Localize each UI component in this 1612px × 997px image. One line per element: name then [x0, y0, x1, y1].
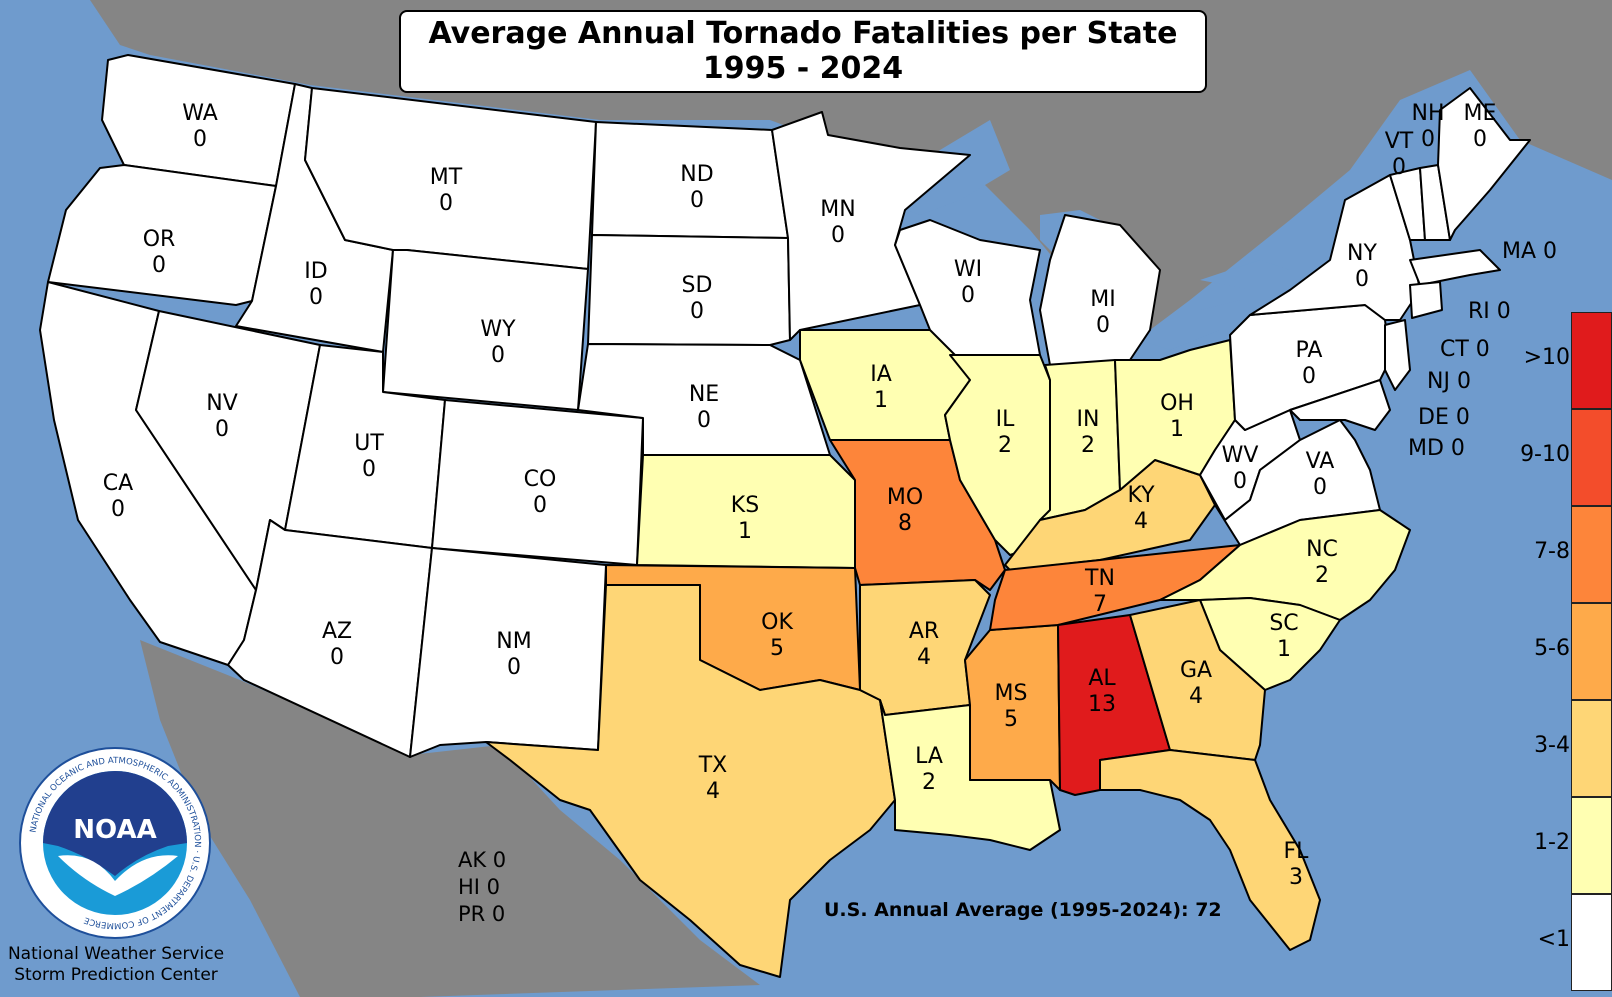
legend-label: 3-4: [1534, 733, 1570, 758]
state-mn: [771, 111, 971, 341]
state-ma: [1409, 249, 1501, 286]
agency-line-2: Storm Prediction Center: [14, 965, 218, 985]
label-sd: SD 0: [682, 273, 713, 324]
territory-ak: AK 0: [458, 848, 507, 872]
state-labels: WA 0 OR 0 CA 0 NV 0 ID 0 MT 0 WY 0 UT 0 AZ 0 CO 0 …: [103, 101, 1557, 890]
label-wy: WY 0: [480, 317, 516, 368]
map-title: Average Annual Tornado Fatalities per St…: [399, 10, 1207, 93]
noaa-logo: NOAA NATIONAL OCEANIC AND ATMOSPHERIC AD…: [19, 747, 211, 939]
state-va: [1214, 419, 1381, 546]
label-me: ME 0: [1464, 101, 1497, 152]
legend-label: 1-2: [1534, 830, 1570, 855]
legend-label: <1: [1537, 927, 1570, 952]
agency-line-1: National Weather Service: [7, 944, 225, 964]
label-tx: TX 4: [698, 753, 728, 804]
label-ga: GA 4: [1180, 658, 1212, 709]
label-ut: UT 0: [354, 431, 384, 482]
label-ms: MS 5: [995, 681, 1028, 732]
legend-swatch: [1571, 894, 1612, 991]
state-nj: [1384, 319, 1411, 391]
label-ky: KY 4: [1127, 483, 1155, 534]
label-ca: CA 0: [103, 471, 133, 522]
label-va: VA 0: [1306, 449, 1335, 500]
agency-credit: National Weather Service Storm Predictio…: [0, 944, 232, 986]
label-wv: WV 0: [1222, 443, 1259, 494]
label-vt: VT 0: [1385, 129, 1414, 180]
state-tx: [485, 584, 896, 978]
legend-label: 5-6: [1534, 636, 1570, 661]
label-mn: MN 0: [820, 197, 855, 248]
label-sc: SC 1: [1269, 611, 1298, 662]
legend-swatch: [1571, 506, 1612, 603]
us-annual-average: U.S. Annual Average (1995-2024): 72: [824, 899, 1222, 921]
label-mi: MI 0: [1090, 287, 1115, 338]
label-mt: MT 0: [430, 165, 463, 216]
label-nh: NH 0: [1412, 101, 1445, 152]
label-ia: IA 1: [870, 362, 892, 413]
legend-swatch: [1571, 409, 1612, 506]
label-ne: NE 0: [689, 382, 719, 433]
label-id: ID 0: [304, 259, 327, 310]
label-de: DE 0: [1418, 405, 1470, 430]
legend-swatch: [1571, 603, 1612, 700]
label-wa: WA 0: [182, 101, 218, 152]
noaa-logo-text: NOAA: [73, 815, 156, 845]
label-nj: NJ 0: [1427, 369, 1471, 394]
label-ar: AR 4: [909, 619, 939, 670]
legend-swatch: [1571, 797, 1612, 894]
territory-hi: HI 0: [458, 875, 501, 899]
label-nc: NC 2: [1306, 537, 1338, 588]
label-oh: OH 1: [1160, 391, 1194, 442]
label-nv: NV 0: [206, 391, 238, 442]
color-legend: [1571, 312, 1612, 991]
label-wi: WI 0: [954, 257, 982, 308]
territories-list: AK 0 HI 0 PR 0: [458, 847, 506, 928]
label-mo: MO 8: [887, 485, 923, 536]
label-ma: MA 0: [1502, 239, 1557, 264]
label-az: AZ 0: [322, 619, 352, 670]
title-line-2: 1995 - 2024: [702, 51, 904, 86]
label-in: IN 2: [1077, 407, 1100, 458]
states-layer: [39, 54, 1531, 978]
title-line-1: Average Annual Tornado Fatalities per St…: [428, 16, 1178, 51]
state-fl: [1099, 749, 1321, 951]
label-ok: OK 5: [761, 610, 793, 661]
label-ri: RI 0: [1468, 299, 1511, 324]
state-wy: [382, 249, 589, 411]
label-nd: ND 0: [680, 162, 713, 213]
state-md: [1289, 379, 1391, 431]
label-md: MD 0: [1408, 436, 1465, 461]
legend-swatch: [1571, 700, 1612, 797]
label-pa: PA 0: [1296, 338, 1323, 389]
label-ny: NY 0: [1347, 241, 1377, 292]
state-me: [1437, 87, 1531, 241]
label-la: LA 2: [915, 744, 943, 795]
territory-pr: PR 0: [458, 902, 506, 926]
label-or: OR 0: [143, 227, 176, 278]
legend-label: 9-10: [1520, 442, 1570, 467]
state-sd: [587, 234, 791, 346]
label-al: AL 13: [1088, 666, 1116, 717]
label-ct: CT 0: [1440, 337, 1490, 362]
label-nm: NM 0: [496, 629, 531, 680]
label-il: IL 2: [996, 407, 1015, 458]
label-tn: TN 7: [1084, 566, 1115, 617]
legend-label: 7-8: [1534, 539, 1570, 564]
label-ks: KS 1: [731, 493, 759, 544]
mexico-land: [140, 640, 760, 997]
label-co: CO 0: [524, 467, 557, 518]
state-ct: [1409, 281, 1443, 319]
label-fl: FL 3: [1284, 839, 1310, 890]
legend-label: >10: [1523, 345, 1570, 370]
legend-swatch: [1571, 312, 1612, 409]
